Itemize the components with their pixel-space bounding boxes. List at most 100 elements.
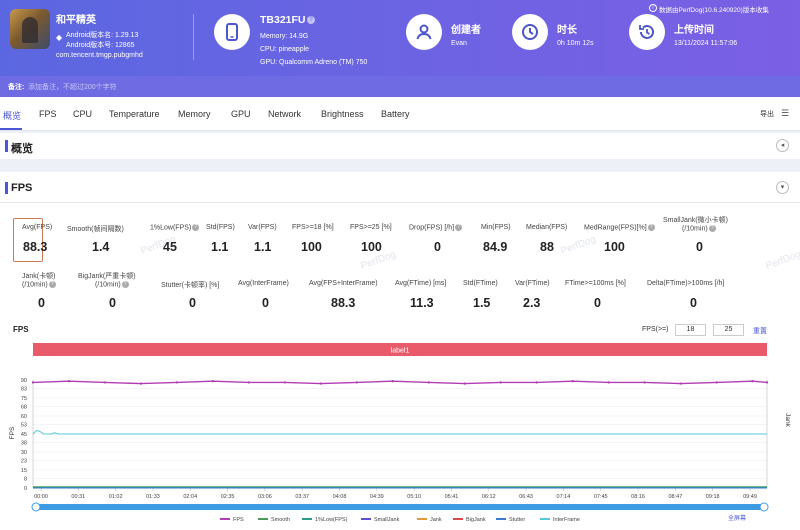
series-line	[32, 380, 768, 385]
stat-value: 88.3	[331, 296, 356, 310]
data-point	[103, 381, 107, 384]
x-tick-label: 05:41	[445, 494, 459, 500]
tab-overview[interactable]: 概览	[3, 111, 22, 121]
y-tick-label: 38	[21, 440, 27, 446]
stat-value: 0	[434, 240, 441, 254]
stat-value: 11.3	[410, 296, 434, 310]
help-icon[interactable]: ?	[455, 224, 463, 231]
highlight-box	[13, 218, 43, 262]
collapse-fps-button[interactable]: ▾	[776, 181, 789, 194]
stat-label: FPS>=18 [%]	[292, 224, 334, 231]
x-tick-label: 08:47	[668, 494, 682, 500]
y-tick-label: 23	[21, 458, 27, 464]
stat-value: 100	[604, 240, 625, 254]
legend-label: FPS	[233, 517, 244, 523]
tab-brightness[interactable]: Brightness	[321, 109, 364, 119]
stat-label: Drop(FPS) [/h]?	[409, 224, 463, 231]
threshold-label: FPS(>=)	[642, 326, 669, 333]
stat-label: Avg(FPS)	[22, 224, 53, 231]
stat-label: (/10min)?	[682, 225, 716, 232]
note-bar: 备注: 添加备注，不超过200个字符	[0, 76, 800, 97]
overview-title: 概览	[5, 140, 33, 156]
help-icon[interactable]: ?	[708, 225, 716, 232]
x-tick-label: 04:39	[370, 494, 384, 500]
reset-button[interactable]: 重置	[753, 328, 767, 335]
data-point	[175, 381, 179, 384]
clock-icon	[512, 14, 548, 50]
device-gpu: GPU: Qualcomm Adreno (TM) 750	[260, 59, 368, 66]
data-point	[499, 381, 502, 384]
stat-label: FTime>=100ms [%]	[565, 280, 626, 287]
device-memory: Memory: 14.9G	[260, 33, 309, 40]
x-tick-label: 07:45	[594, 494, 608, 500]
x-tick-label: 02:04	[183, 494, 197, 500]
device-info-icon[interactable]: ?	[307, 16, 315, 24]
source-text: 数据由PerfDog(10.6.240920)版本收集	[659, 7, 769, 14]
series-line	[32, 429, 767, 435]
y-tick-label: 30	[21, 450, 27, 456]
section-divider	[0, 202, 800, 203]
tab-bar: 概览 FPS CPU Temperature Memory GPU Networ…	[0, 97, 800, 131]
timeline-slider[interactable]	[33, 504, 767, 510]
stat-value: 100	[361, 240, 382, 254]
note-input[interactable]: 添加备注，不超过200个字符	[28, 84, 117, 91]
creator-value: Evan	[451, 40, 467, 47]
label-band-text: label1	[391, 348, 410, 355]
x-tick-label: 04:08	[333, 494, 347, 500]
data-point	[139, 382, 143, 385]
y-tick-label: 75	[21, 396, 27, 402]
tab-battery[interactable]: Battery	[381, 109, 410, 119]
creator-label: 创建者	[451, 25, 481, 36]
app-name: 和平精英	[56, 15, 96, 26]
fps-title: FPS	[4, 182, 33, 194]
tab-gpu[interactable]: GPU	[231, 109, 251, 119]
y-axis-ticks: 0 8 15 23 30 38 45 53 60 68 75 83 90	[21, 378, 27, 492]
slider-handle-left[interactable]	[31, 502, 41, 512]
menu-icon[interactable]: ☰	[781, 108, 790, 118]
collapse-overview-button[interactable]: ◂	[776, 139, 789, 152]
help-icon[interactable]: ?	[121, 281, 129, 288]
device-icon	[214, 14, 250, 50]
tab-fps[interactable]: FPS	[39, 109, 57, 119]
tab-cpu[interactable]: CPU	[73, 109, 93, 119]
data-point	[715, 381, 718, 384]
stat-value: 1.4	[92, 240, 110, 254]
stat-label: Std(FPS)	[206, 224, 235, 231]
tab-network[interactable]: Network	[268, 109, 302, 119]
stat-label: Var(FPS)	[248, 224, 277, 231]
x-tick-label: 02:35	[221, 494, 235, 500]
x-tick-label: 01:33	[146, 494, 160, 500]
upload-label: 上传时间	[674, 25, 714, 36]
stat-label: Avg(FPS+InterFrame)	[309, 280, 378, 287]
android-code: Android版本号: 12865	[66, 42, 135, 49]
slider-handle-right[interactable]	[759, 502, 769, 512]
overview-section: 概览 ◂	[0, 133, 800, 159]
legend-label: 1%Low(FPS)	[315, 517, 348, 523]
help-icon[interactable]: ?	[48, 281, 56, 288]
export-button[interactable]: 导出	[760, 111, 774, 118]
stat-label: MedRange(FPS)[%]?	[584, 224, 655, 231]
y-tick-label: 0	[24, 486, 27, 492]
stat-value: 88	[540, 240, 554, 254]
x-tick-label: 00:00	[34, 494, 48, 500]
data-point	[319, 382, 323, 385]
x-tick-label: 00:31	[71, 494, 85, 500]
tab-memory[interactable]: Memory	[178, 109, 211, 119]
info-icon: i	[649, 4, 657, 12]
threshold-input-1[interactable]: 18	[675, 324, 706, 336]
stat-label: (/10min)?	[95, 281, 129, 288]
stat-label: Jank(卡顿)	[22, 273, 56, 280]
data-point	[211, 380, 215, 383]
stat-value: 1.1	[254, 240, 272, 254]
data-point	[679, 382, 682, 385]
help-icon[interactable]: ?	[192, 224, 200, 231]
full-screen-button[interactable]: 全屏幕	[728, 514, 746, 522]
threshold-input-2[interactable]: 25	[713, 324, 744, 336]
help-icon[interactable]: ?	[647, 224, 655, 231]
tab-temperature[interactable]: Temperature	[109, 109, 160, 119]
stat-value: 1.5	[473, 296, 491, 310]
user-icon	[406, 14, 442, 50]
chart-series	[31, 380, 769, 489]
y-tick-label: 83	[21, 386, 27, 392]
y-axis-label: FPS	[9, 426, 16, 439]
